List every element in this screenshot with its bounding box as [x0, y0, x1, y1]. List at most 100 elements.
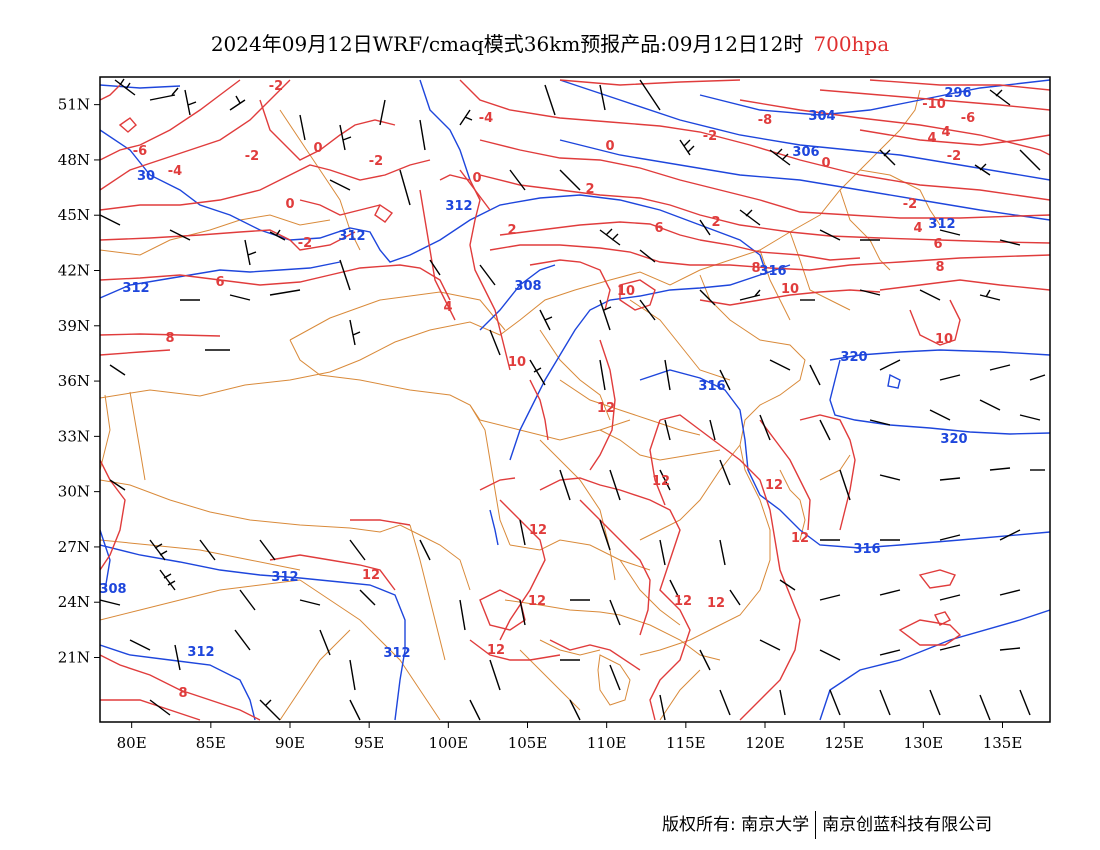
h-label: 312 [187, 645, 214, 660]
t-label: 12 [765, 478, 783, 493]
y-tick-label: 48N [58, 151, 90, 169]
t-label: -2 [703, 129, 717, 144]
t-label: 10 [781, 282, 799, 297]
t-label: -2 [269, 79, 283, 94]
y-tick-label: 36N [58, 372, 90, 390]
x-tick-label: 95E [354, 734, 384, 752]
t-label: -6 [133, 144, 147, 159]
h-label: 316 [698, 379, 725, 394]
t-label: 4 [913, 221, 922, 236]
t-label: 8 [165, 331, 174, 346]
t-label: 10 [617, 284, 635, 299]
t-label: 10 [508, 355, 526, 370]
t-label: 12 [791, 531, 809, 546]
x-tick-label: 115E [666, 734, 706, 752]
t-label: 12 [652, 474, 670, 489]
t-label: -2 [298, 236, 312, 251]
x-tick-label: 120E [745, 734, 785, 752]
h-label: 308 [99, 582, 126, 597]
footer-divider [815, 811, 817, 839]
y-tick-label: 30N [58, 483, 90, 501]
t-label: 0 [285, 197, 294, 212]
height-contours [100, 79, 1050, 721]
wind-barbs [100, 78, 1046, 721]
t-label: -10 [922, 97, 946, 112]
t-label: 4 [443, 300, 452, 315]
temperature-contours [100, 79, 1050, 721]
h-label: 316 [853, 542, 880, 557]
t-label: 12 [674, 594, 692, 609]
t-label: 12 [707, 596, 725, 611]
h-label: 312 [122, 281, 149, 296]
t-label: 0 [605, 139, 614, 154]
y-tick-label: 24N [58, 593, 90, 611]
t-label: -4 [168, 164, 182, 179]
t-label: 2 [507, 223, 516, 238]
h-label: 312 [928, 217, 955, 232]
t-label: 4 [941, 125, 950, 140]
title-main: 2024年09月12日WRF/cmaq模式36km预报产品:09月12日12时 [210, 32, 804, 56]
copyright-left: 版权所有: 南京大学 [662, 815, 810, 835]
y-tick-label: 33N [58, 427, 90, 445]
t-label: 8 [751, 261, 760, 276]
t-label: 0 [472, 171, 481, 186]
y-tick-label: 42N [58, 262, 90, 280]
x-tick-label: 85E [196, 734, 226, 752]
y-tick-label: 39N [58, 317, 90, 335]
t-label: 8 [178, 686, 187, 701]
t-label: 12 [529, 523, 547, 538]
t-label: 2 [711, 215, 720, 230]
t-label: 0 [821, 156, 830, 171]
y-tick-label: 51N [58, 96, 90, 114]
h-label: 320 [940, 432, 967, 447]
t-label: -2 [369, 154, 383, 169]
y-tick-label: 27N [58, 538, 90, 556]
x-tick-label: 105E [508, 734, 548, 752]
x-tick-label: 125E [824, 734, 864, 752]
t-label: 12 [528, 594, 546, 609]
x-tick-label: 130E [904, 734, 944, 752]
t-label: 0 [313, 141, 322, 156]
h-label: 316 [759, 264, 786, 279]
t-label: 6 [654, 221, 663, 236]
y-tick-label: 21N [58, 649, 90, 667]
x-tick-label: 100E [429, 734, 469, 752]
h-label: 30 [137, 169, 155, 184]
x-tick-label: 110E [587, 734, 627, 752]
t-label: -4 [479, 111, 493, 126]
y-tick-label: 45N [58, 206, 90, 224]
copyright-footer: 版权所有: 南京大学 南京创蓝科技有限公司 [662, 810, 992, 839]
t-label: 6 [215, 275, 224, 290]
t-label: -2 [245, 149, 259, 164]
t-label: 6 [933, 237, 942, 252]
h-label: 312 [271, 570, 298, 585]
x-tick-label: 90E [275, 734, 305, 752]
t-label: 10 [935, 332, 953, 347]
t-label: 4 [927, 131, 936, 146]
map-title: 2024年09月12日WRF/cmaq模式36km预报产品:09月12日12时 7… [0, 28, 1100, 57]
h-label: 308 [514, 279, 541, 294]
t-label: -6 [961, 111, 975, 126]
x-tick-label: 80E [117, 734, 147, 752]
h-label: 304 [808, 109, 835, 124]
t-label: -2 [903, 197, 917, 212]
t-label: -8 [758, 113, 772, 128]
height-labels: 30 312 312 312 308 316 316 320 320 304 3… [99, 86, 972, 661]
h-label: 296 [944, 86, 971, 101]
plot-frame [99, 76, 1051, 723]
x-tick-label: 135E [983, 734, 1023, 752]
t-label: -2 [947, 149, 961, 164]
t-label: 8 [935, 260, 944, 275]
h-label: 312 [338, 229, 365, 244]
h-label: 312 [383, 646, 410, 661]
t-label: 2 [585, 182, 594, 197]
t-label: 12 [487, 643, 505, 658]
t-label: 12 [362, 568, 380, 583]
axes: 80E 85E 90E 95E 100E 105E 110E 115E 120E 125E 130E… [58, 96, 1023, 752]
temperature-labels: -2 -6 -4 -2 0 -2 0 -2 0 2 4 2 6 6 8 10 1… [133, 79, 975, 701]
h-label: 306 [792, 145, 819, 160]
pressure-level: 700hpa [813, 32, 890, 56]
t-label: 12 [597, 401, 615, 416]
h-label: 312 [445, 199, 472, 214]
